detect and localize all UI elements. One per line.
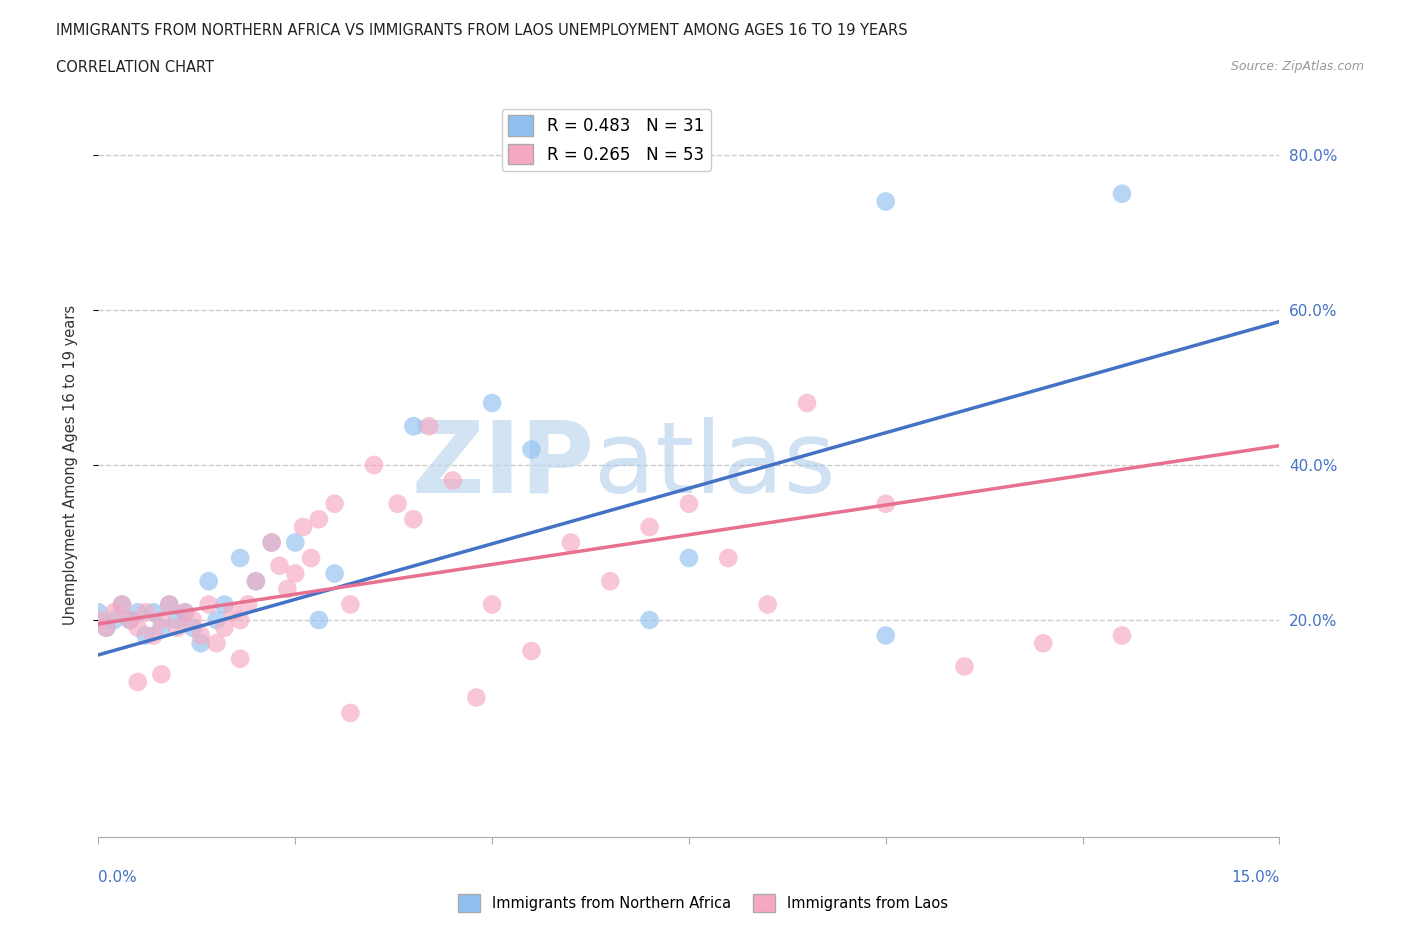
Point xyxy=(481,597,503,612)
Point xyxy=(245,574,267,589)
Point xyxy=(190,628,212,643)
Point xyxy=(197,597,219,612)
Point xyxy=(717,551,740,565)
Point xyxy=(236,597,259,612)
Point xyxy=(118,613,141,628)
Text: 15.0%: 15.0% xyxy=(1232,870,1279,884)
Point xyxy=(678,497,700,512)
Point xyxy=(181,620,204,635)
Point xyxy=(87,604,110,619)
Point xyxy=(181,613,204,628)
Text: ZIP: ZIP xyxy=(412,417,595,513)
Point xyxy=(875,497,897,512)
Point xyxy=(205,636,228,651)
Point xyxy=(1111,628,1133,643)
Point xyxy=(465,690,488,705)
Point xyxy=(260,535,283,550)
Point xyxy=(638,520,661,535)
Point xyxy=(276,581,298,596)
Point xyxy=(214,620,236,635)
Point xyxy=(299,551,322,565)
Point xyxy=(157,597,180,612)
Point xyxy=(308,512,330,526)
Point xyxy=(875,194,897,209)
Point xyxy=(520,442,543,457)
Point xyxy=(150,667,173,682)
Point xyxy=(245,574,267,589)
Point xyxy=(135,604,157,619)
Point xyxy=(103,604,125,619)
Point xyxy=(127,604,149,619)
Point xyxy=(796,395,818,410)
Point xyxy=(284,535,307,550)
Point xyxy=(339,706,361,721)
Point xyxy=(441,473,464,488)
Point xyxy=(481,395,503,410)
Point xyxy=(418,418,440,433)
Point xyxy=(118,613,141,628)
Point xyxy=(520,644,543,658)
Point xyxy=(1111,186,1133,201)
Point xyxy=(260,535,283,550)
Point xyxy=(197,574,219,589)
Point xyxy=(953,659,976,674)
Point xyxy=(111,597,134,612)
Point xyxy=(269,558,291,573)
Point xyxy=(166,620,188,635)
Point xyxy=(96,620,118,635)
Point xyxy=(135,628,157,643)
Point xyxy=(221,604,243,619)
Text: CORRELATION CHART: CORRELATION CHART xyxy=(56,60,214,75)
Point xyxy=(166,613,188,628)
Text: atlas: atlas xyxy=(595,417,837,513)
Point xyxy=(174,604,197,619)
Point xyxy=(111,597,134,612)
Text: 0.0%: 0.0% xyxy=(98,870,138,884)
Point xyxy=(402,418,425,433)
Point xyxy=(150,620,173,635)
Point xyxy=(103,613,125,628)
Point xyxy=(157,597,180,612)
Point xyxy=(96,620,118,635)
Point xyxy=(308,613,330,628)
Point xyxy=(127,674,149,689)
Legend: Immigrants from Northern Africa, Immigrants from Laos: Immigrants from Northern Africa, Immigra… xyxy=(453,888,953,918)
Point xyxy=(402,512,425,526)
Y-axis label: Unemployment Among Ages 16 to 19 years: Unemployment Among Ages 16 to 19 years xyxy=(63,305,77,625)
Point xyxy=(87,613,110,628)
Point xyxy=(229,613,252,628)
Text: Source: ZipAtlas.com: Source: ZipAtlas.com xyxy=(1230,60,1364,73)
Point xyxy=(190,636,212,651)
Point xyxy=(323,566,346,581)
Point xyxy=(292,520,315,535)
Point xyxy=(1032,636,1054,651)
Point xyxy=(339,597,361,612)
Point xyxy=(150,613,173,628)
Point xyxy=(205,613,228,628)
Text: IMMIGRANTS FROM NORTHERN AFRICA VS IMMIGRANTS FROM LAOS UNEMPLOYMENT AMONG AGES : IMMIGRANTS FROM NORTHERN AFRICA VS IMMIG… xyxy=(56,23,908,38)
Point xyxy=(875,628,897,643)
Point xyxy=(214,597,236,612)
Point xyxy=(284,566,307,581)
Point xyxy=(560,535,582,550)
Point xyxy=(229,651,252,666)
Point xyxy=(229,551,252,565)
Point xyxy=(142,604,165,619)
Point xyxy=(678,551,700,565)
Point xyxy=(127,620,149,635)
Point xyxy=(363,458,385,472)
Point xyxy=(174,604,197,619)
Point xyxy=(638,613,661,628)
Point xyxy=(323,497,346,512)
Point xyxy=(599,574,621,589)
Point xyxy=(387,497,409,512)
Point xyxy=(142,628,165,643)
Point xyxy=(756,597,779,612)
Legend: R = 0.483   N = 31, R = 0.265   N = 53: R = 0.483 N = 31, R = 0.265 N = 53 xyxy=(502,109,710,171)
